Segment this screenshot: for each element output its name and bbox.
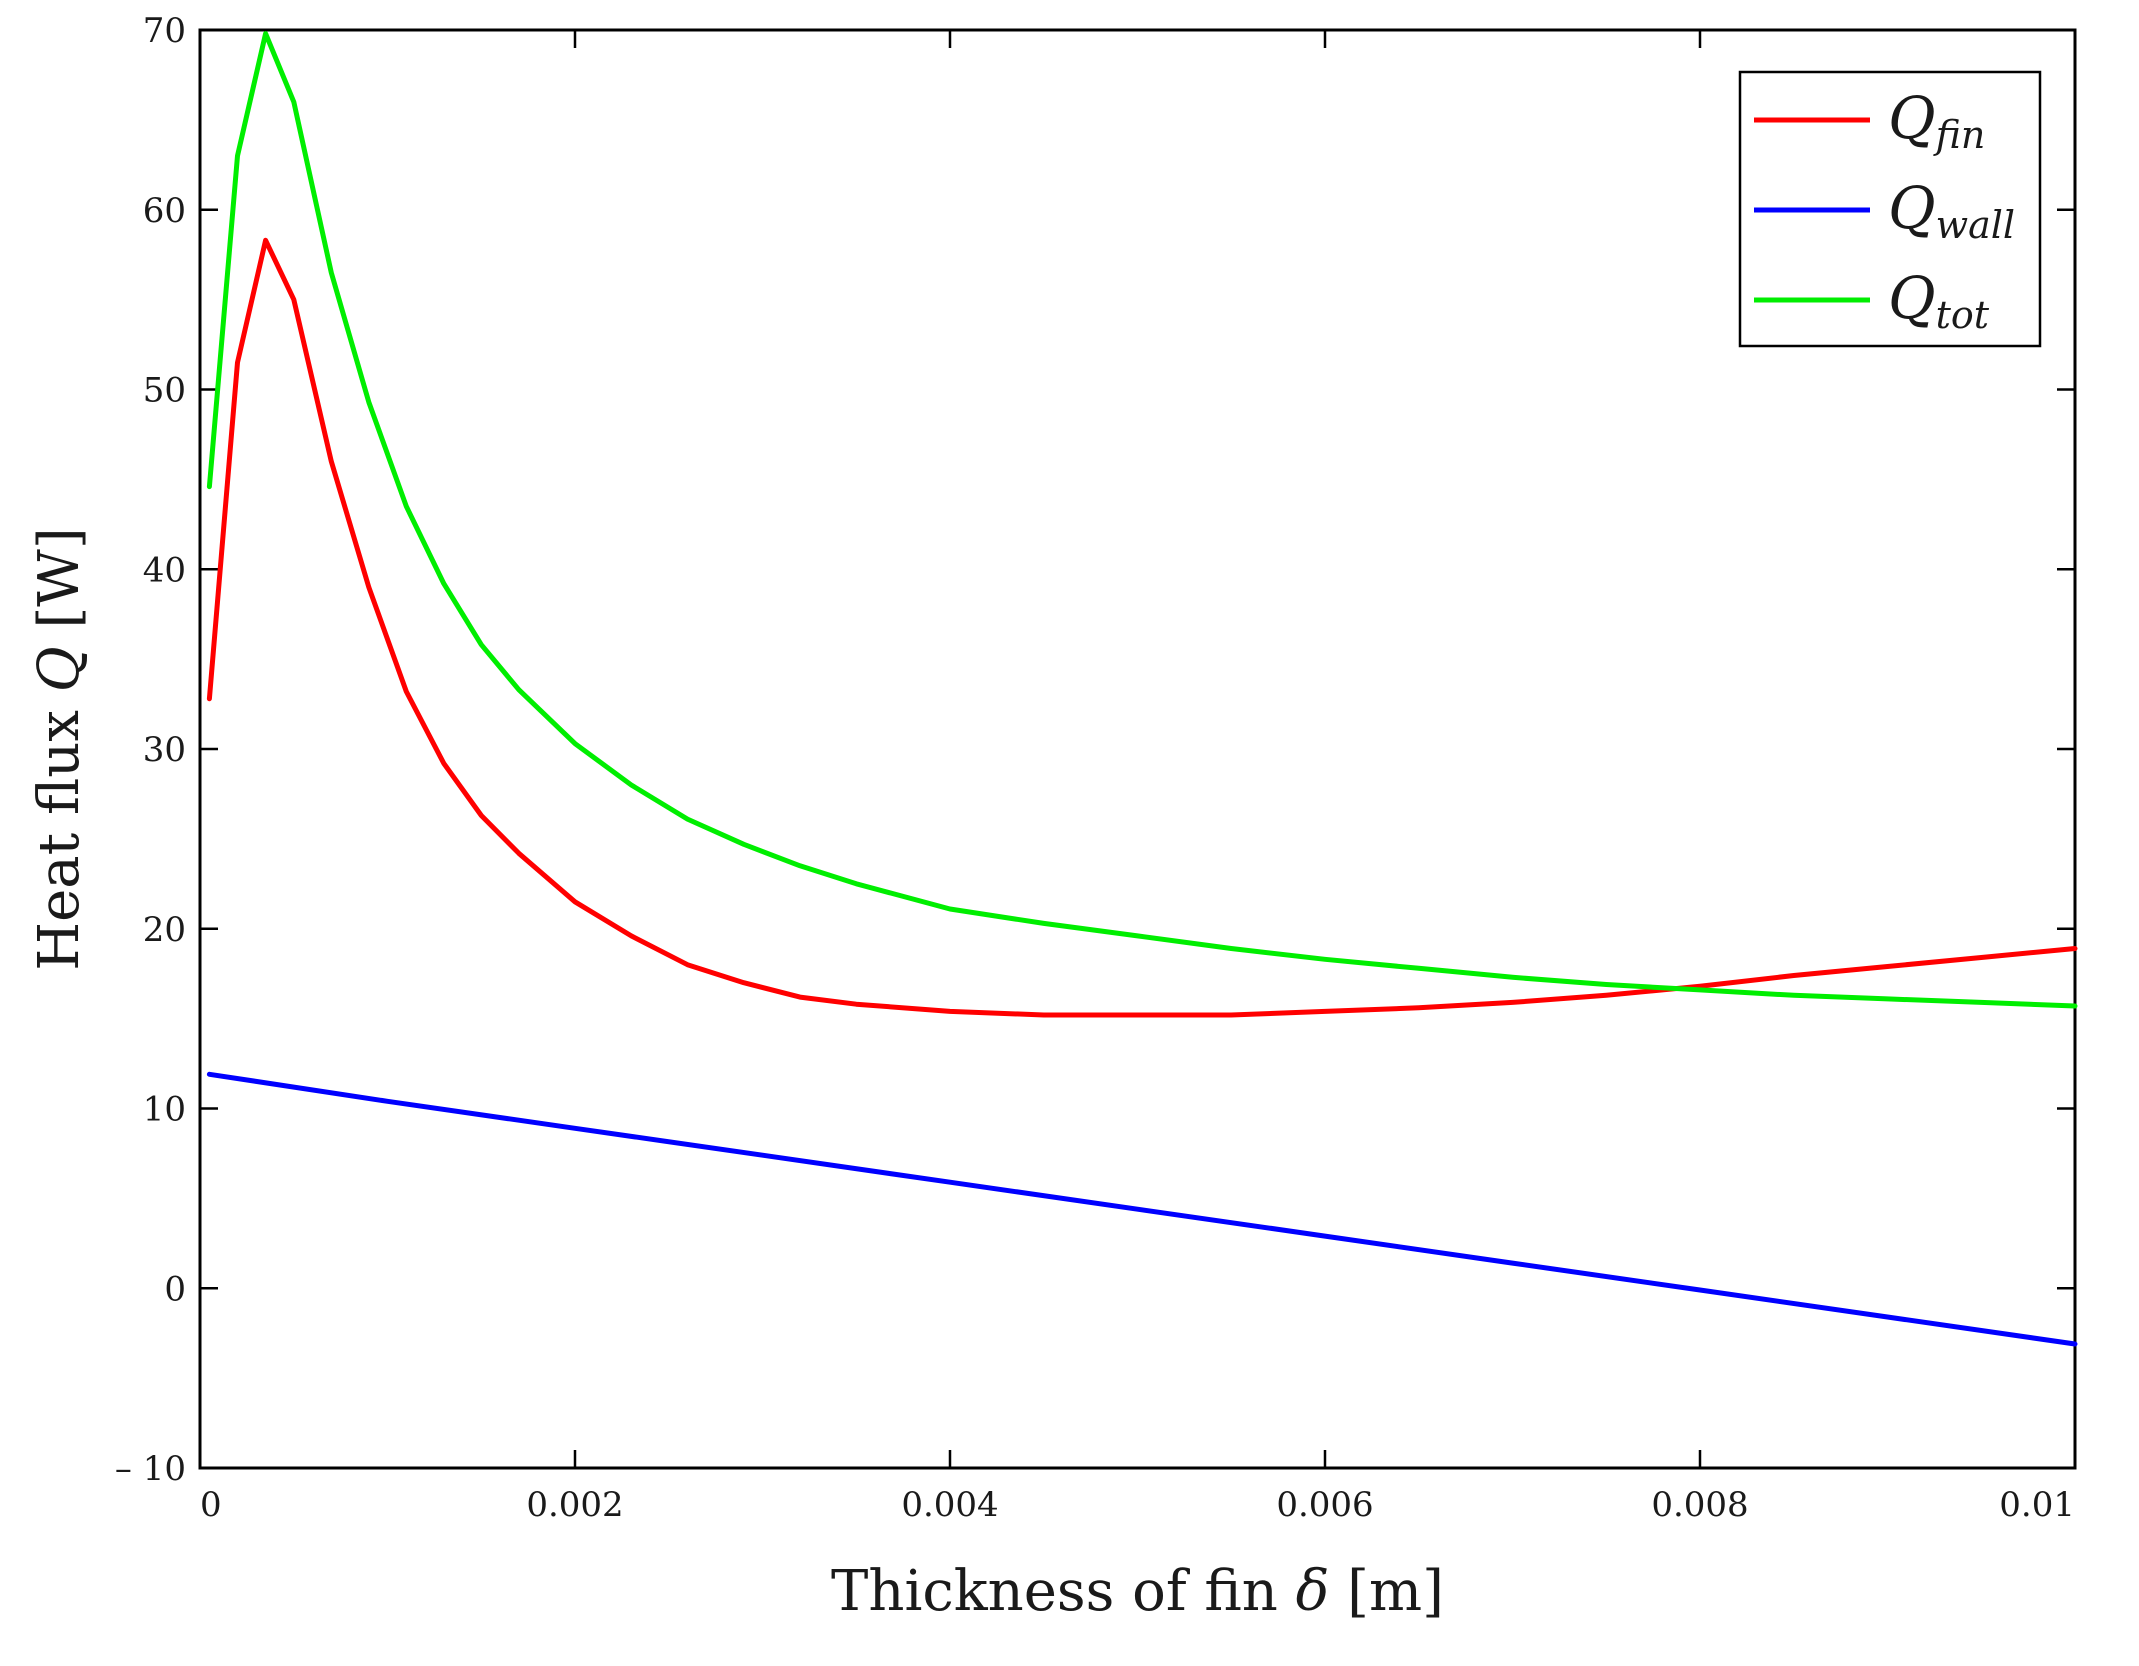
x-tick-label: 0 (200, 1485, 222, 1525)
legend-label-subscript: tot (1936, 293, 1990, 337)
y-axis-label: Heat flux Q [W] (27, 527, 92, 970)
y-tick-label: 50 (143, 371, 186, 411)
legend-label-subscript: fin (1933, 113, 1986, 157)
x-axis-label-prefix: Thickness of fin (831, 1559, 1296, 1624)
y-tick-label: 40 (143, 550, 186, 590)
y-axis-ticks: – 10 0 10 20 30 40 50 60 70 (115, 11, 2075, 1489)
x-tick-label: 0.01 (1999, 1485, 2075, 1525)
y-axis-label-prefix: Heat flux (27, 692, 92, 970)
y-tick-label: – 10 (115, 1449, 186, 1489)
legend-label-wall: Qwall (1888, 174, 2015, 247)
y-tick-label: 30 (143, 730, 186, 770)
x-tick-label: 0.008 (1651, 1485, 1748, 1525)
x-axis-label: Thickness of fin δ [m] (831, 1559, 1444, 1624)
y-tick-label: 10 (143, 1090, 186, 1130)
x-tick-label: 0.004 (901, 1485, 998, 1525)
legend-label-main: Q (1888, 264, 1936, 332)
y-axis-label-symbol: Q (27, 646, 92, 692)
y-tick-label: 0 (164, 1269, 186, 1309)
x-axis-label-symbol: δ (1296, 1559, 1330, 1624)
legend-label-tot: Qtot (1888, 264, 1990, 337)
y-tick-label: 60 (143, 191, 186, 231)
legend-label-subscript: wall (1936, 203, 2016, 247)
series-line-tot (206, 31, 2078, 1009)
x-axis-ticks: 0 0.002 0.004 0.006 0.008 0.01 (198, 30, 2077, 1525)
legend-label-main: Q (1888, 84, 1936, 152)
x-tick-label: 0.002 (526, 1485, 623, 1525)
x-axis-label-suffix: [m] (1329, 1559, 1444, 1624)
x-tick-label: 0.006 (1276, 1485, 1373, 1525)
series-line-wall (206, 1071, 2078, 1347)
series-line-fin (206, 237, 2078, 1018)
y-tick-label: 70 (143, 11, 186, 51)
y-tick-label: 20 (143, 910, 186, 950)
legend-label-main: Q (1888, 174, 1936, 242)
legend-label-fin: Qfin (1888, 84, 1985, 157)
series-layer (206, 31, 2078, 1347)
y-axis-label-suffix: [W] (27, 527, 92, 646)
